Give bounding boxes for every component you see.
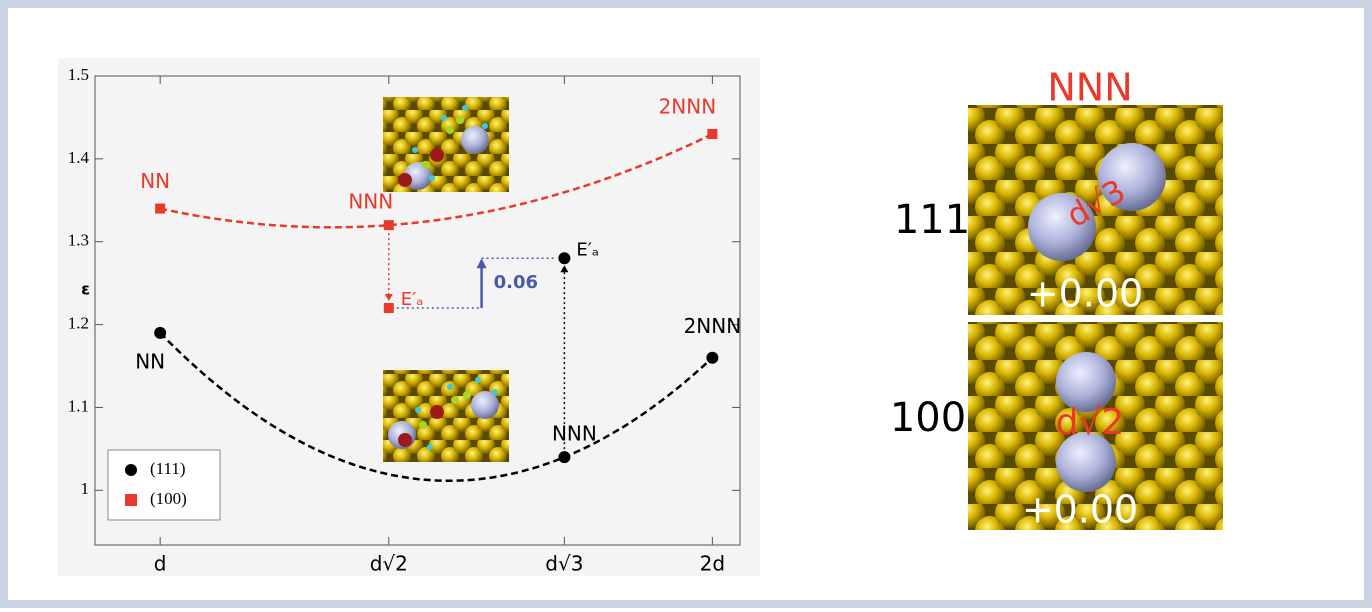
- distance-label: d√2: [1056, 402, 1125, 443]
- activated-label: E′ₐ: [576, 239, 599, 260]
- legend-marker: [125, 494, 137, 506]
- y-tick-label: 1.3: [68, 231, 89, 250]
- y-tick-label: 1: [81, 479, 90, 498]
- point-label: NN: [135, 349, 165, 373]
- panel-title: NNN: [1047, 66, 1132, 110]
- plot-frame: [94, 75, 741, 546]
- link-arrow: [560, 265, 569, 273]
- data-point: [706, 351, 719, 364]
- activated-point: [558, 252, 571, 265]
- point-label: NN: [140, 169, 170, 193]
- fit-curve: [159, 332, 714, 483]
- point-label: 2NNN: [684, 314, 742, 338]
- x-tick-label: d√2: [370, 552, 408, 576]
- link-arrow: [384, 294, 393, 302]
- y-tick-label: 1.5: [68, 65, 89, 84]
- energy-label: +0.00: [1022, 488, 1138, 532]
- x-tick-label: d: [154, 552, 167, 576]
- surface-image: [968, 105, 1223, 315]
- y-tick-label: 1.2: [68, 313, 89, 332]
- point-label: NNN: [552, 422, 597, 446]
- energy-label: +0.00: [1027, 272, 1143, 316]
- point-label: 2NNN: [659, 95, 717, 119]
- legend-label: (111): [150, 459, 186, 478]
- row-label: 111: [894, 197, 970, 243]
- data-point: [383, 220, 394, 231]
- gap-arrowhead: [476, 258, 487, 269]
- legend-box: [107, 449, 221, 521]
- x-tick-label: 2d: [700, 552, 725, 576]
- side-panel: NNN 111 100 d√3 d√2 +0.00 +0.00: [890, 66, 1223, 532]
- y-tick-label: 1.1: [68, 396, 89, 415]
- axis-label-fragment: ɛ: [81, 280, 90, 299]
- data-point: [558, 451, 571, 464]
- x-tick-label: d√3: [545, 552, 583, 576]
- activated-point: [383, 303, 394, 314]
- inset-top: [383, 97, 509, 192]
- data-point: [707, 129, 718, 140]
- data-point: [155, 203, 166, 214]
- y-tick-label: 1.4: [68, 148, 90, 167]
- legend-marker: [125, 464, 137, 476]
- inset-bottom: [383, 370, 509, 462]
- gap-label: 0.06: [494, 272, 538, 293]
- activated-label: E′ₐ: [401, 289, 424, 310]
- row-label: 100: [890, 395, 966, 441]
- fit-curve: [159, 132, 713, 229]
- legend-label: (100): [150, 489, 187, 508]
- data-point: [154, 326, 167, 339]
- point-label: NNN: [348, 190, 393, 214]
